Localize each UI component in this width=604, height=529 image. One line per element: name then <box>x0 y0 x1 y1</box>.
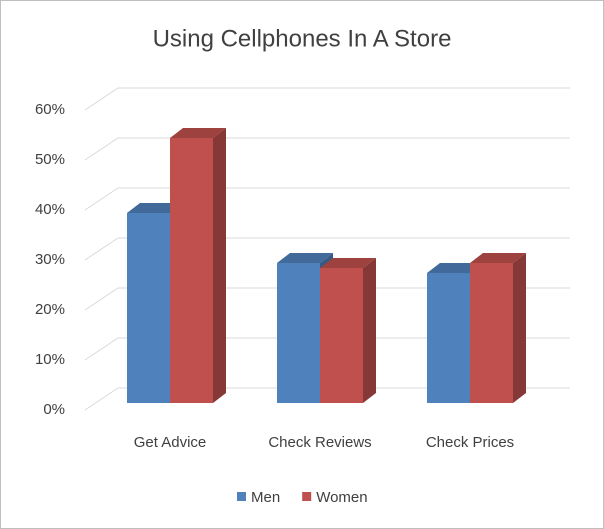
bar-front <box>127 213 170 403</box>
bar-top <box>320 258 376 268</box>
y-tick-label: 20% <box>35 301 65 318</box>
x-tick-label: Get Advice <box>134 434 207 451</box>
bar-front <box>470 263 513 403</box>
grid-line <box>84 137 570 161</box>
grid-line <box>84 387 570 411</box>
x-tick-label: Check Prices <box>426 434 514 451</box>
bar-top <box>170 128 226 138</box>
bar-top <box>127 203 183 213</box>
y-tick-label: 50% <box>35 151 65 168</box>
y-tick-label: 0% <box>43 401 65 418</box>
bar <box>470 253 526 403</box>
bar-top <box>277 253 333 263</box>
legend-label: Men <box>251 489 280 506</box>
y-tick-label: 60% <box>35 101 65 118</box>
grid-line <box>84 87 570 111</box>
bar-top <box>427 263 483 273</box>
bar-side <box>513 253 526 403</box>
y-tick-label: 30% <box>35 251 65 268</box>
chart-title: Using Cellphones In A Store <box>153 25 452 52</box>
legend-swatch <box>237 492 246 501</box>
grid-line <box>84 237 570 261</box>
y-tick-label: 40% <box>35 201 65 218</box>
legend-label: Women <box>316 489 367 506</box>
bar-side <box>213 128 226 403</box>
grid-line <box>84 337 570 361</box>
bar <box>170 128 226 403</box>
grid-line <box>84 187 570 211</box>
bar-front <box>320 268 363 403</box>
bar-front <box>170 138 213 403</box>
y-tick-label: 10% <box>35 351 65 368</box>
bar-front <box>427 273 470 403</box>
bar <box>320 258 376 403</box>
x-tick-label: Check Reviews <box>268 434 371 451</box>
bar-top <box>470 253 526 263</box>
bar-front <box>277 263 320 403</box>
legend-swatch <box>302 492 312 501</box>
grid-line <box>84 287 570 311</box>
bar-side <box>363 258 376 403</box>
